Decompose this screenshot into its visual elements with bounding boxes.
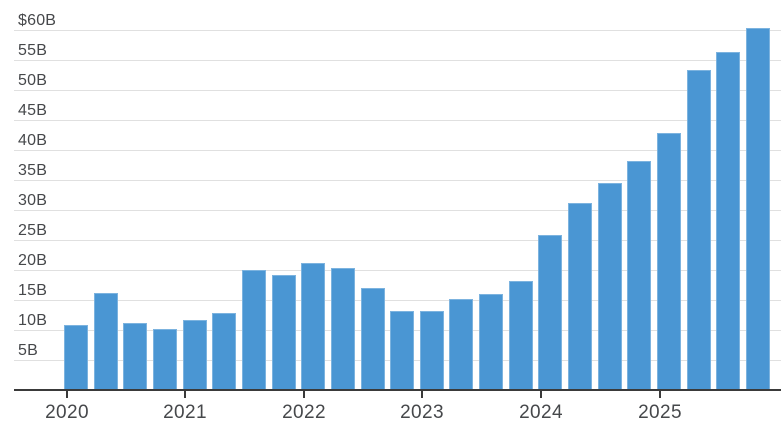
bar-q4-2023 <box>509 281 533 390</box>
y-tick-label-5B: 5B <box>18 342 38 359</box>
gridline-60B <box>14 30 781 31</box>
gridline-55B <box>14 60 781 61</box>
y-tick-label-35B: 35B <box>18 162 48 179</box>
bar-q1-2025 <box>657 133 681 390</box>
bar-q4-2021 <box>272 275 296 390</box>
bar-q3-2022 <box>361 288 385 390</box>
x-tick-2022 <box>303 391 305 398</box>
bar-q1-2021 <box>183 320 207 390</box>
x-tick-label-2022: 2022 <box>282 402 326 423</box>
x-tick-label-2024: 2024 <box>519 402 563 423</box>
bar-q3-2024 <box>598 183 622 390</box>
bar-q3-2021 <box>242 270 266 390</box>
bar-q2-2024 <box>568 203 592 390</box>
bar-q4-2024 <box>627 161 651 390</box>
y-tick-label-30B: 30B <box>18 192 48 209</box>
bar-q3-2025 <box>716 52 740 390</box>
x-tick-2024 <box>540 391 542 398</box>
x-tick-label-2023: 2023 <box>400 402 444 423</box>
y-tick-label-55B: 55B <box>18 42 48 59</box>
y-tick-label-45B: 45B <box>18 102 48 119</box>
x-tick-label-2025: 2025 <box>638 402 682 423</box>
bar-q4-2025 <box>746 28 770 390</box>
y-tick-label-20B: 20B <box>18 252 48 269</box>
bar-q3-2020 <box>123 323 147 390</box>
x-tick-2025 <box>659 391 661 398</box>
bar-q1-2020 <box>64 325 88 390</box>
bar-q3-2023 <box>479 294 503 390</box>
bar-q2-2022 <box>331 268 355 390</box>
bar-q1-2024 <box>538 235 562 390</box>
bar-q4-2022 <box>390 311 414 390</box>
y-tick-label-25B: 25B <box>18 222 48 239</box>
y-tick-label-15B: 15B <box>18 282 48 299</box>
bar-q4-2020 <box>153 329 177 390</box>
y-tick-label-60B: $60B <box>18 12 57 29</box>
x-tick-label-2021: 2021 <box>163 402 207 423</box>
y-tick-label-10B: 10B <box>18 312 48 329</box>
x-tick-label-2020: 2020 <box>45 402 89 423</box>
x-tick-2021 <box>184 391 186 398</box>
bar-q1-2023 <box>420 311 444 390</box>
y-tick-label-40B: 40B <box>18 132 48 149</box>
bar-q2-2020 <box>94 293 118 390</box>
x-tick-2023 <box>421 391 423 398</box>
gridline-45B <box>14 120 781 121</box>
x-tick-2020 <box>66 391 68 398</box>
x-axis-line <box>14 389 781 391</box>
bar-q2-2025 <box>687 70 711 390</box>
bar-q1-2022 <box>301 263 325 390</box>
bar-q2-2023 <box>449 299 473 390</box>
bar-q2-2021 <box>212 313 236 390</box>
gridline-50B <box>14 90 781 91</box>
y-tick-label-50B: 50B <box>18 72 48 89</box>
